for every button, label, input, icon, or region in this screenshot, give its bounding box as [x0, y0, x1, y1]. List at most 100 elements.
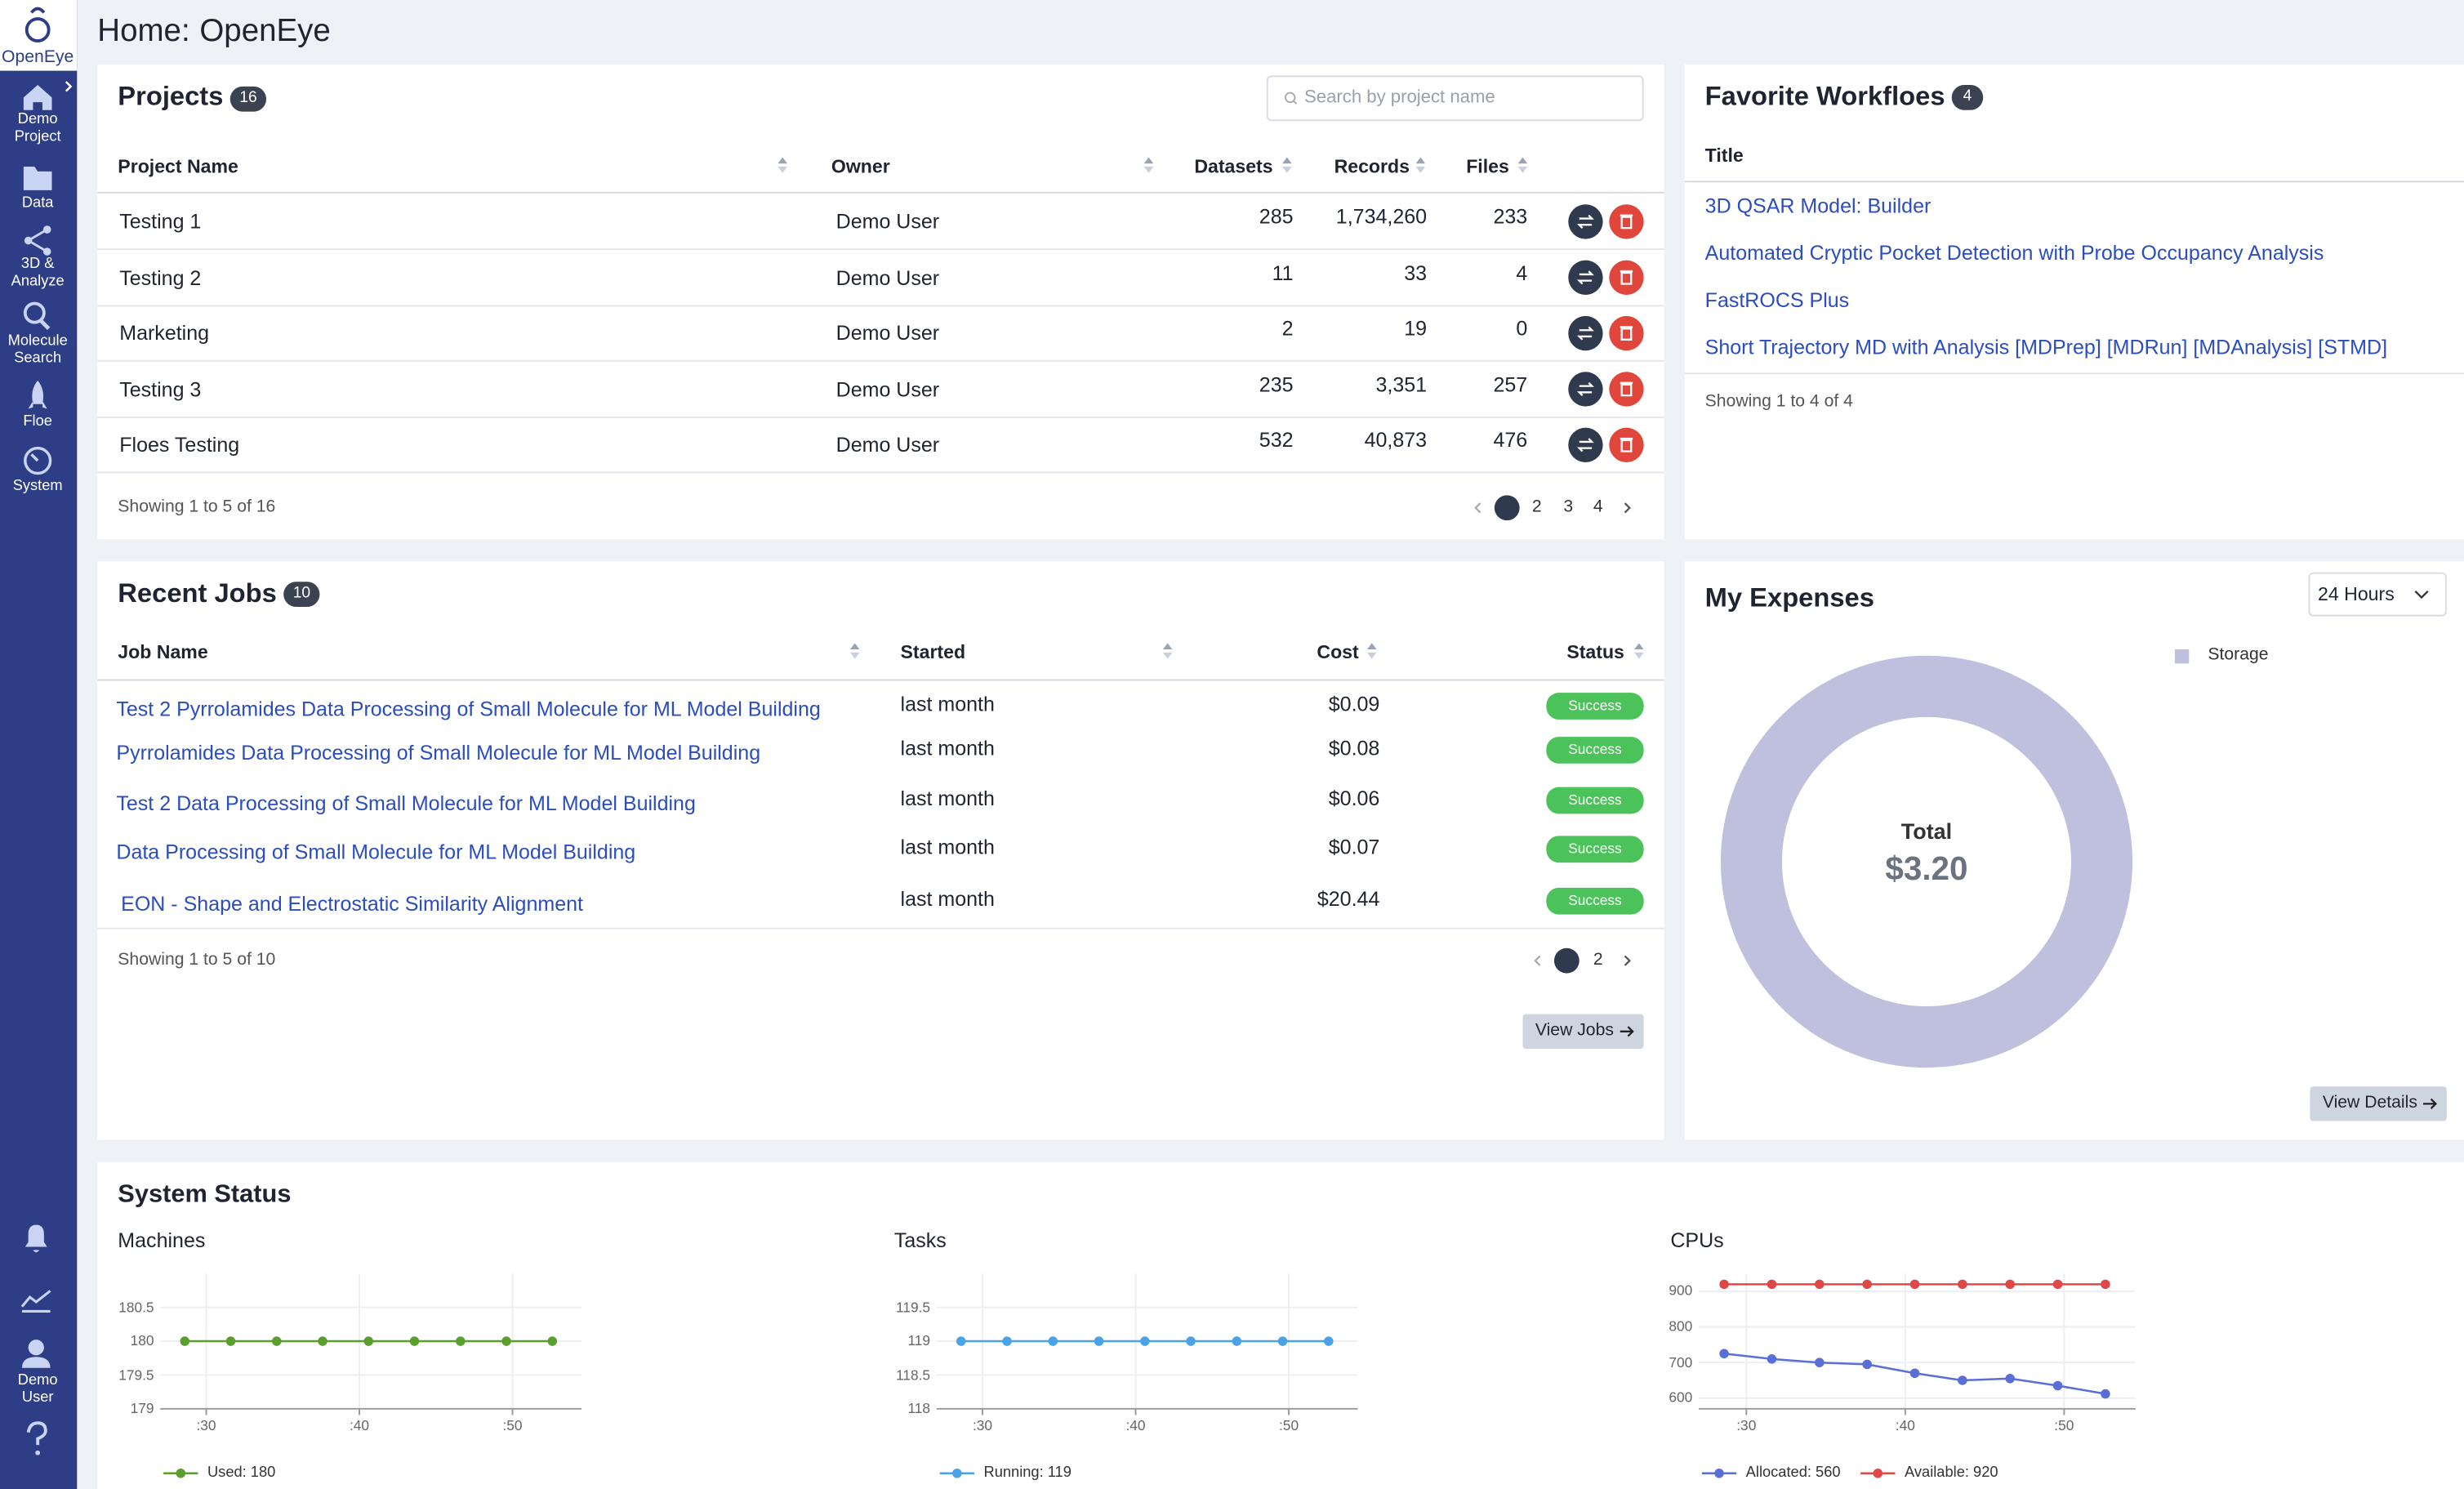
page-number[interactable]: 3 — [1563, 497, 1574, 517]
page-number[interactable]: 2 — [1593, 950, 1603, 970]
delete-icon — [1620, 437, 1633, 452]
column-header[interactable]: Job Name — [118, 641, 208, 663]
job-link[interactable]: Pyrrolamides Data Processing of Small Mo… — [116, 741, 761, 765]
job-link[interactable]: Test 2 Data Processing of Small Molecule… — [116, 791, 696, 815]
user-icon[interactable] — [28, 1340, 44, 1356]
column-header[interactable]: Status — [1566, 641, 1624, 663]
sort-icon[interactable] — [1415, 167, 1426, 173]
delete-button[interactable] — [1609, 204, 1644, 239]
column-header[interactable]: Files — [1466, 155, 1509, 178]
search-icon[interactable] — [39, 319, 51, 331]
analyze-icon[interactable] — [42, 225, 51, 234]
job-link[interactable]: Test 2 Pyrrolamides Data Processing of S… — [116, 697, 821, 721]
nav-label[interactable]: Demo Project — [14, 110, 61, 145]
job-link[interactable]: Data Processing of Small Molecule for ML… — [116, 840, 636, 864]
sort-icon[interactable] — [1634, 643, 1644, 650]
sort-icon[interactable] — [849, 643, 860, 650]
sort-icon[interactable] — [1415, 157, 1426, 164]
sort-icon[interactable] — [1282, 167, 1292, 173]
sort-icon[interactable] — [1143, 157, 1154, 164]
search-placeholder[interactable]: Search by project name — [1304, 87, 1495, 108]
search-icon[interactable] — [1292, 100, 1298, 105]
button-label[interactable]: View Jobs — [1535, 1021, 1614, 1041]
search-icon[interactable] — [1284, 91, 1296, 104]
column-header[interactable]: Cost — [1317, 641, 1359, 663]
analyze-icon[interactable] — [24, 236, 33, 245]
user-icon[interactable] — [21, 1357, 51, 1368]
nav-label[interactable]: Floe — [23, 412, 52, 430]
nav-label[interactable]: 3D & Analyze — [11, 255, 65, 290]
nav-label[interactable]: Data — [21, 194, 54, 212]
workfloe-link[interactable]: Short Trajectory MD with Analysis [MDPre… — [1704, 335, 2388, 359]
home-icon[interactable] — [23, 84, 52, 110]
delete-button[interactable] — [1609, 372, 1644, 407]
workfloe-link[interactable]: FastROCS Plus — [1704, 288, 1850, 312]
sort-icon[interactable] — [778, 157, 787, 164]
data-point — [1324, 1336, 1334, 1346]
sort-icon[interactable] — [778, 167, 787, 173]
prev-page[interactable] — [1474, 502, 1482, 514]
page-number[interactable]: 2 — [1531, 497, 1542, 517]
prev-page[interactable] — [1534, 955, 1541, 966]
bell-icon[interactable] — [25, 1224, 47, 1253]
current-page[interactable] — [1553, 947, 1580, 974]
brand-name: OpenEye — [2, 47, 74, 67]
expand-icon[interactable] — [65, 81, 73, 92]
workfloe-link[interactable]: 3D QSAR Model: Builder — [1704, 194, 1932, 218]
workfloe-link[interactable]: Automated Cryptic Pocket Detection with … — [1704, 240, 2324, 265]
delete-button[interactable] — [1609, 427, 1644, 462]
system-icon[interactable] — [24, 446, 52, 475]
sort-icon[interactable] — [1517, 167, 1528, 173]
dropdown-chevron[interactable] — [2414, 590, 2429, 600]
button-label[interactable]: View Details — [2322, 1093, 2417, 1112]
user-label[interactable]: Demo User — [17, 1371, 58, 1406]
delete-button[interactable] — [1609, 315, 1644, 351]
current-page[interactable] — [1494, 495, 1520, 521]
transfer-button[interactable] — [1568, 372, 1603, 407]
trend-icon[interactable] — [20, 1290, 51, 1313]
legend-dot — [1873, 1468, 1883, 1478]
page-number[interactable]: 4 — [1593, 497, 1603, 517]
system-icon[interactable] — [30, 453, 39, 462]
floe-icon[interactable] — [28, 380, 47, 409]
transfer-icon — [1576, 214, 1594, 229]
table-footer: Showing 1 to 5 of 16 — [118, 497, 276, 517]
transfer-button[interactable] — [1568, 204, 1603, 239]
transfer-button[interactable] — [1568, 427, 1603, 462]
nav-label[interactable]: System — [12, 477, 63, 495]
data-point — [2005, 1279, 2015, 1290]
data-point — [180, 1336, 190, 1346]
search-box[interactable] — [1266, 75, 1644, 122]
divider — [97, 359, 1664, 362]
next-page[interactable] — [1624, 502, 1631, 514]
sort-icon[interactable] — [1282, 157, 1292, 164]
sort-icon[interactable] — [1634, 652, 1644, 659]
y-tick-label: 180 — [130, 1332, 154, 1349]
column-header[interactable]: Started — [900, 641, 966, 663]
job-link[interactable]: EON - Shape and Electrostatic Similarity… — [121, 891, 583, 916]
column-header[interactable]: Records — [1334, 155, 1410, 178]
help-icon[interactable] — [35, 1450, 41, 1456]
nav-label[interactable]: Molecule Search — [7, 332, 68, 367]
sort-icon[interactable] — [1162, 652, 1173, 659]
sort-icon[interactable] — [1366, 652, 1377, 659]
sort-icon[interactable] — [849, 652, 860, 659]
data-icon[interactable] — [23, 167, 52, 190]
next-page[interactable] — [1624, 955, 1631, 966]
period-dropdown[interactable] — [2308, 572, 2447, 617]
sort-icon[interactable] — [1162, 643, 1173, 650]
analyze-icon[interactable] — [42, 247, 51, 256]
sort-icon[interactable] — [1143, 167, 1154, 173]
search-icon[interactable] — [23, 301, 46, 324]
transfer-button[interactable] — [1568, 315, 1603, 351]
transfer-button[interactable] — [1568, 260, 1603, 295]
sort-icon[interactable] — [1366, 643, 1377, 650]
sort-icon[interactable] — [1517, 157, 1528, 164]
column-header[interactable]: Datasets — [1194, 155, 1273, 178]
column-header[interactable]: Project Name — [118, 155, 238, 178]
help-icon[interactable] — [26, 1421, 47, 1446]
column-header[interactable]: Owner — [831, 155, 890, 178]
delete-button[interactable] — [1609, 260, 1644, 295]
dropdown-value[interactable]: 24 Hours — [2318, 582, 2395, 605]
